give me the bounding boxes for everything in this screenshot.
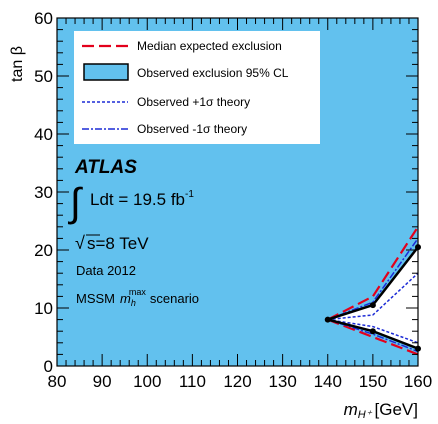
x-tick-label: 130 xyxy=(268,372,296,391)
scenario-sup: max xyxy=(129,287,147,297)
atlas-label: ATLAS xyxy=(74,157,137,178)
y-tick-label: 60 xyxy=(34,9,53,28)
legend-label-observed: Observed exclusion 95% CL xyxy=(137,66,289,80)
scenario-prefix: MSSM xyxy=(76,291,115,306)
legend-key-observed xyxy=(83,63,129,81)
x-tick-label: 90 xyxy=(93,372,112,391)
scenario-m: m xyxy=(120,291,131,306)
legend-box xyxy=(74,31,320,144)
x-axis-title-unit: [GeV] xyxy=(375,400,418,419)
energy-label: s=8 TeV xyxy=(87,234,149,253)
series-2-upper-line xyxy=(327,272,418,321)
lumi-exponent: -1 xyxy=(185,189,194,200)
x-tick-label: 100 xyxy=(133,372,161,391)
x-tick-label: 150 xyxy=(359,372,387,391)
x-tick-label: 140 xyxy=(314,372,342,391)
x-tick-label: 110 xyxy=(179,372,206,391)
x-tick-label: 80 xyxy=(48,372,67,391)
y-axis-title: tan β xyxy=(9,46,26,82)
legend-label-minus1sigma: Observed -1σ theory xyxy=(137,122,247,136)
observed-point xyxy=(369,328,376,335)
scenario-label: MSSM mhmax scenario xyxy=(76,287,199,308)
y-tick-label: 30 xyxy=(34,183,53,202)
x-axis-title-sub: H⁺ xyxy=(358,409,373,421)
x-axis-title-m: m xyxy=(344,400,358,419)
series-0-upper-line xyxy=(327,226,418,321)
x-axis-title: mH⁺ [GeV] xyxy=(344,400,418,421)
legend-label-expected: Median expected exclusion xyxy=(137,39,282,53)
legend: Median expected exclusion Observed exclu… xyxy=(74,31,320,144)
y-tick-label: 40 xyxy=(34,125,53,144)
y-tick-label: 0 xyxy=(44,357,53,376)
x-tick-label: 160 xyxy=(404,372,432,391)
scenario-suffix: scenario xyxy=(150,291,199,306)
y-tick-label: 10 xyxy=(34,299,53,318)
lumi-text: Ldt = 19.5 fb xyxy=(90,190,185,209)
data-year-label: Data 2012 xyxy=(76,263,136,278)
integral-sign: ∫ xyxy=(68,181,84,225)
observed-point xyxy=(324,316,331,323)
lumi-label: Ldt = 19.5 fb-1 xyxy=(90,189,194,209)
y-tick-label: 50 xyxy=(34,67,53,86)
sqrt-sign: √ xyxy=(75,233,85,253)
y-tick-label: 20 xyxy=(34,241,53,260)
x-tick-label: 120 xyxy=(223,372,251,391)
observed-point xyxy=(369,302,376,309)
series-2-lower-line xyxy=(327,318,418,344)
scenario-sub: h xyxy=(131,298,136,308)
legend-label-plus1sigma: Observed +1σ theory xyxy=(137,95,250,109)
